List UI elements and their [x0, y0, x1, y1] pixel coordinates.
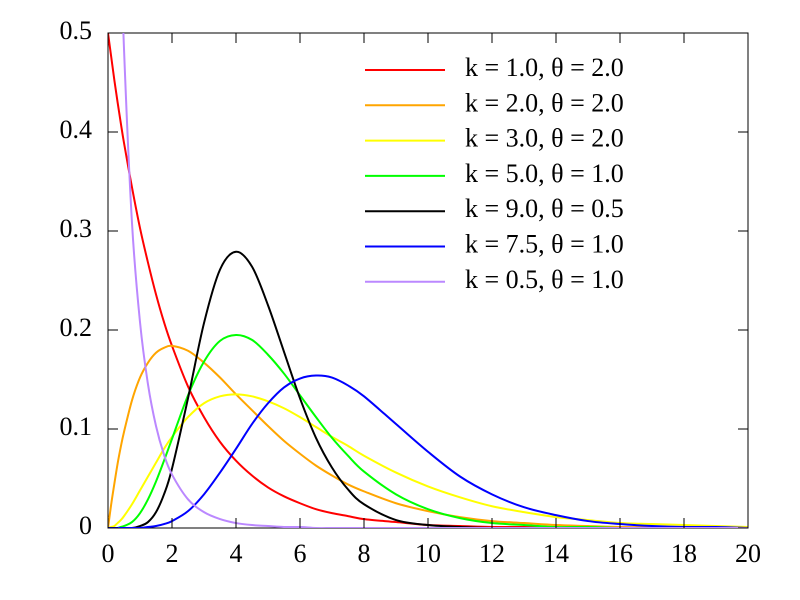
y-tick-label: 0	[79, 511, 92, 540]
plot-lines	[108, 33, 748, 528]
x-tick-label: 2	[166, 539, 179, 568]
x-tick-label: 4	[230, 539, 243, 568]
y-tick-label: 0.2	[60, 313, 93, 342]
y-tick-label: 0.1	[60, 412, 93, 441]
legend-label: k = 7.5, θ = 1.0	[465, 229, 624, 258]
series-line	[122, 33, 748, 528]
legend-label: k = 2.0, θ = 2.0	[465, 88, 624, 117]
series-line	[108, 344, 748, 528]
x-tick-label: 12	[479, 539, 505, 568]
series-line	[108, 393, 748, 528]
legend-label: k = 0.5, θ = 1.0	[465, 265, 624, 294]
x-tick-label: 14	[543, 539, 569, 568]
series-line	[108, 374, 748, 528]
x-tick-label: 20	[735, 539, 761, 568]
legend-label: k = 5.0, θ = 1.0	[465, 159, 624, 188]
x-tick-label: 18	[671, 539, 697, 568]
plot-frame	[107, 32, 749, 529]
legend-label: k = 9.0, θ = 0.5	[465, 194, 624, 223]
y-tick-label: 0.5	[60, 16, 93, 45]
legend-label: k = 1.0, θ = 2.0	[465, 53, 624, 82]
x-tick-label: 16	[607, 539, 633, 568]
y-tick-label: 0.4	[60, 115, 93, 144]
x-tick-label: 0	[102, 539, 115, 568]
legend-label: k = 3.0, θ = 2.0	[465, 124, 624, 153]
y-tick-label: 0.3	[60, 214, 93, 243]
x-tick-label: 8	[358, 539, 371, 568]
series-line	[108, 250, 748, 528]
x-tick-label: 10	[415, 539, 441, 568]
x-tick-label: 6	[294, 539, 307, 568]
series-line	[108, 33, 748, 528]
